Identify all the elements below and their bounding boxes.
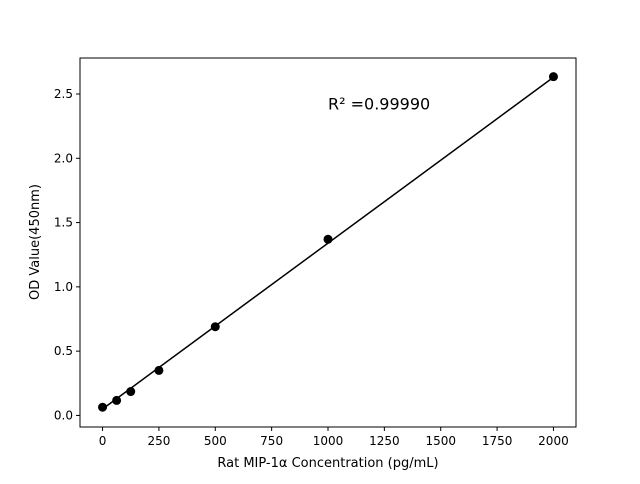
y-tick-label: 1.5 (54, 216, 73, 230)
x-tick-label: 500 (204, 434, 227, 448)
data-point (210, 322, 220, 332)
x-tick-label: 250 (147, 434, 170, 448)
x-tick-label: 1250 (369, 434, 400, 448)
y-tick-label: 2.5 (54, 87, 73, 101)
y-tick-label: 2.0 (54, 151, 73, 165)
data-point (126, 387, 136, 397)
x-tick-label: 1000 (313, 434, 344, 448)
x-tick-label: 1500 (425, 434, 456, 448)
r-squared-annotation: R² =0.99990 (328, 94, 430, 113)
y-tick-label: 0.0 (54, 408, 73, 422)
data-point (548, 72, 558, 82)
data-point (323, 234, 333, 244)
x-tick-label: 2000 (538, 434, 569, 448)
x-tick-label: 0 (99, 434, 107, 448)
y-tick-label: 1.0 (54, 280, 73, 294)
x-axis-label: Rat MIP-1α Concentration (pg/mL) (217, 456, 438, 471)
x-tick-label: 750 (260, 434, 283, 448)
data-point (154, 365, 164, 375)
x-tick-label: 1750 (482, 434, 513, 448)
y-tick-label: 0.5 (54, 344, 73, 358)
y-axis-label: OD Value(450nm) (28, 184, 43, 300)
data-point (112, 395, 122, 405)
data-point (98, 402, 108, 412)
